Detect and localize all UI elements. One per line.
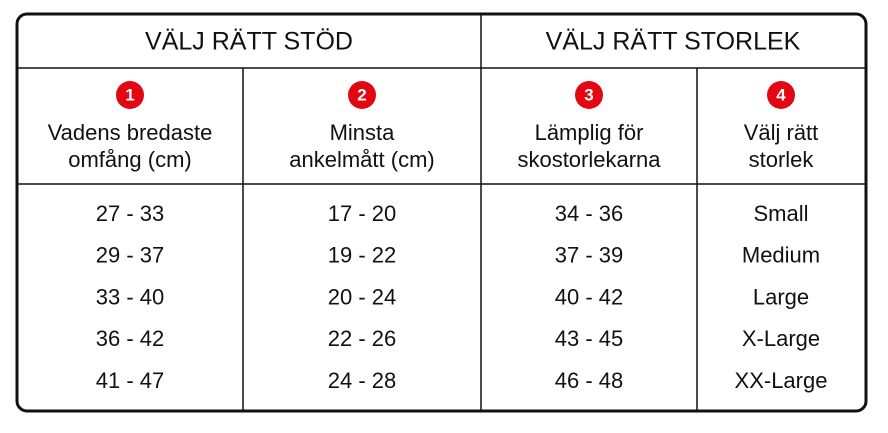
- table-cell: 20 - 24: [328, 284, 397, 309]
- table-cell: XX-Large: [735, 368, 828, 393]
- number-badge: [767, 81, 795, 109]
- table-cell: 19 - 22: [328, 243, 397, 268]
- table-cell: 24 - 28: [328, 368, 397, 393]
- badge-number: 4: [776, 85, 786, 104]
- badge-number: 3: [584, 85, 593, 104]
- column-label: ankelmått (cm): [289, 147, 434, 172]
- table-cell: Small: [753, 201, 808, 226]
- table-cell: 34 - 36: [555, 201, 624, 226]
- table-cell: 41 - 47: [96, 368, 165, 393]
- table-cell: 36 - 42: [96, 326, 165, 351]
- column-label: Lämplig för: [535, 120, 644, 145]
- number-badge: [116, 81, 144, 109]
- table-cell: 46 - 48: [555, 368, 624, 393]
- number-badge: [348, 81, 376, 109]
- column-label: skostorlekarna: [517, 147, 661, 172]
- table-cell: X-Large: [742, 326, 820, 351]
- table-cell: Large: [753, 284, 809, 309]
- table-cell: 22 - 26: [328, 326, 397, 351]
- column-label: Välj rätt: [744, 120, 819, 145]
- table-cell: 33 - 40: [96, 284, 165, 309]
- group-title: VÄLJ RÄTT STORLEK: [546, 28, 801, 56]
- number-badge: [575, 81, 603, 109]
- table-cell: 29 - 37: [96, 243, 165, 268]
- column-label: Vadens bredaste: [48, 120, 213, 145]
- badge-number: 1: [125, 85, 134, 104]
- column-label: Minsta: [330, 120, 396, 145]
- table-cell: 40 - 42: [555, 284, 624, 309]
- table-cell: 37 - 39: [555, 243, 624, 268]
- column-label: storlek: [749, 147, 815, 172]
- badge-number: 2: [357, 85, 366, 104]
- table-cell: 43 - 45: [555, 326, 624, 351]
- table-cell: 27 - 33: [96, 201, 165, 226]
- table-cell: 17 - 20: [328, 201, 397, 226]
- group-title: VÄLJ RÄTT STÖD: [145, 28, 353, 56]
- table-cell: Medium: [742, 243, 820, 268]
- table-border: [15, 12, 868, 413]
- column-label: omfång (cm): [68, 147, 191, 172]
